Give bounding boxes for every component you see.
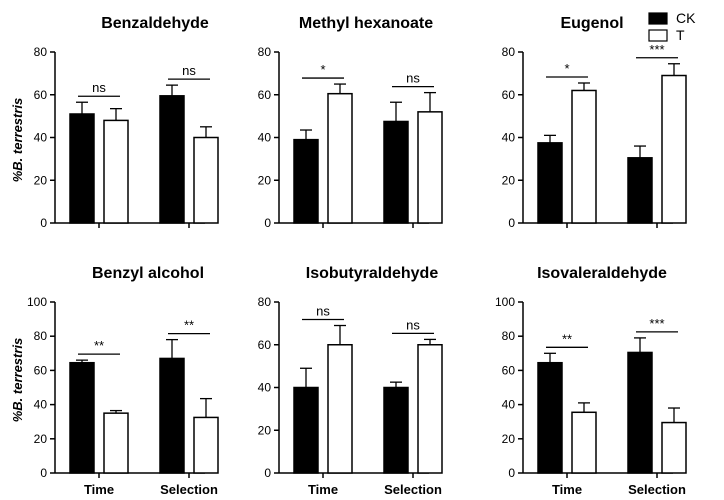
significance-label: ns [182,63,196,78]
bar-t [661,74,687,224]
bar-ck [293,138,319,224]
x-tick-label: Time [552,482,582,497]
y-tick-label: 60 [34,88,48,102]
x-tick-label: Selection [628,482,686,497]
legend: CK T [648,10,696,43]
y-axis-label-top: %B. terrestris [10,98,25,183]
bar-ck [293,386,319,474]
y-tick-label: 20 [258,423,272,437]
y-tick-label: 60 [258,338,272,352]
y-tick-label: 40 [502,398,516,412]
bar-t [571,89,597,224]
bar-t [571,411,597,474]
significance-label: * [320,62,325,77]
y-tick-label: 20 [502,173,516,187]
y-tick-label: 60 [34,363,48,377]
bar-t [417,344,443,474]
legend-label-t: T [676,27,685,43]
significance-label: *** [649,316,664,331]
y-axis-label-bottom: %B. terrestris [10,338,25,423]
y-tick-label: 100 [27,295,47,309]
significance-label: ** [184,318,194,333]
significance-label: ns [316,304,330,319]
bar-ck [627,351,653,474]
y-tick-label: 80 [502,329,516,343]
y-tick-label: 60 [502,363,516,377]
x-tick-label: Selection [160,482,218,497]
y-tick-label: 80 [34,329,48,343]
y-tick-label: 40 [502,131,516,145]
bar-t [327,344,353,474]
bar-t [661,421,687,474]
y-tick-label: 40 [258,381,272,395]
panel-title: Isovaleraldehyde [537,265,667,282]
significance-label: * [564,61,569,76]
bar-t [193,416,219,474]
y-tick-label: 40 [34,131,48,145]
x-tick-label: Time [84,482,114,497]
significance-label: *** [649,42,664,57]
legend-label-ck: CK [676,10,696,26]
y-tick-label: 0 [508,466,515,480]
bar-ck [627,157,653,224]
panel-title: Benzyl alcohol [92,265,204,282]
panel-title: Benzaldehyde [101,15,209,32]
y-tick-label: 20 [34,173,48,187]
bar-t [103,119,129,224]
panel-4: Benzyl alcohol 0 20 40 60 80 100 Time ** Selectio… [27,265,219,497]
legend-swatch-ck [648,12,668,25]
bar-ck [159,357,185,474]
x-tick-label: Time [308,482,338,497]
bar-t [103,412,129,474]
y-tick-label: 20 [258,173,272,187]
panel-title: Eugenol [560,15,623,32]
y-tick-label: 60 [258,88,272,102]
y-tick-label: 0 [508,216,515,230]
bar-ck [537,361,563,474]
bar-ck [69,113,95,224]
bar-ck [383,386,409,474]
y-tick-label: 20 [502,432,516,446]
y-tick-label: 80 [34,45,48,59]
y-tick-label: 80 [502,45,516,59]
panel-2: Methyl hexanoate 0 20 40 60 80 * ns [258,15,443,230]
bar-t [417,111,443,224]
y-tick-label: 40 [34,398,48,412]
y-tick-label: 0 [264,216,271,230]
y-tick-label: 100 [495,295,515,309]
panel-title: Isobutyraldehyde [306,265,439,282]
significance-label: ** [94,338,104,353]
y-tick-label: 0 [40,216,47,230]
bar-t [193,136,219,224]
panel-1: Benzaldehyde 0 20 40 60 80 ns ns [34,15,219,230]
y-tick-label: 80 [258,295,272,309]
y-tick-label: 0 [40,466,47,480]
panel-title: Methyl hexanoate [299,15,433,32]
bar-ck [159,95,185,224]
legend-swatch-t [648,29,668,42]
x-tick-label: Selection [384,482,442,497]
panel-6: Isovaleraldehyde 0 20 40 60 80 100 Time ** Select… [495,265,687,497]
bar-t [327,92,353,224]
significance-label: ns [406,71,420,86]
y-tick-label: 80 [258,45,272,59]
y-tick-label: 20 [34,432,48,446]
bar-ck [383,120,409,224]
bar-ck [69,361,95,474]
significance-label: ns [92,80,106,95]
y-tick-label: 0 [264,466,271,480]
significance-label: ** [562,331,572,346]
bar-ck [537,142,563,224]
y-tick-label: 40 [258,131,272,145]
panel-5: Isobutyraldehyde 0 20 40 60 80 Time ns Selection… [258,265,443,497]
y-tick-label: 60 [502,88,516,102]
significance-label: ns [406,317,420,332]
y-axis-labels: %B. terrestris %B. terrestris [10,98,25,423]
